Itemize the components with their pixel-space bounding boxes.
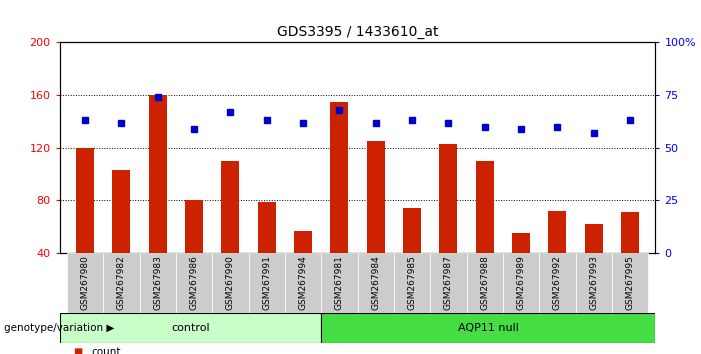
Bar [358, 253, 394, 313]
Bar [394, 253, 430, 313]
Text: GSM267980: GSM267980 [81, 255, 90, 310]
Bar [612, 253, 648, 313]
Text: GSM267994: GSM267994 [299, 255, 308, 310]
Text: GSM267988: GSM267988 [480, 255, 489, 310]
Bar [212, 253, 249, 313]
Bar [139, 253, 176, 313]
Bar [149, 95, 167, 253]
Bar [621, 212, 639, 253]
Bar [321, 313, 655, 343]
Bar [539, 253, 576, 313]
Text: GSM267993: GSM267993 [589, 255, 598, 310]
Bar [466, 253, 503, 313]
Text: GSM267982: GSM267982 [117, 255, 126, 310]
Text: count: count [91, 347, 121, 354]
Bar [112, 170, 130, 253]
Bar [403, 209, 421, 253]
Text: GSM267984: GSM267984 [371, 255, 380, 310]
Bar [222, 161, 240, 253]
Bar [330, 102, 348, 253]
Bar [576, 253, 612, 313]
Text: ■: ■ [74, 347, 83, 354]
Text: GSM267991: GSM267991 [262, 255, 271, 310]
Bar [367, 141, 385, 253]
Bar [103, 253, 139, 313]
Text: GSM267987: GSM267987 [444, 255, 453, 310]
Bar [475, 161, 494, 253]
Text: GSM267992: GSM267992 [553, 255, 562, 310]
Bar [548, 211, 566, 253]
Bar [512, 233, 530, 253]
Text: GSM267983: GSM267983 [154, 255, 162, 310]
Bar [60, 313, 321, 343]
Bar [185, 200, 203, 253]
Text: genotype/variation ▶: genotype/variation ▶ [4, 323, 114, 333]
Bar [430, 253, 466, 313]
Bar [294, 231, 312, 253]
Bar [440, 144, 458, 253]
Text: control: control [171, 323, 210, 333]
Title: GDS3395 / 1433610_at: GDS3395 / 1433610_at [277, 25, 438, 39]
Bar [321, 253, 358, 313]
Bar [67, 253, 103, 313]
Text: GSM267986: GSM267986 [189, 255, 198, 310]
Bar [285, 253, 321, 313]
Bar [176, 253, 212, 313]
Text: GSM267985: GSM267985 [407, 255, 416, 310]
Text: GSM267995: GSM267995 [625, 255, 634, 310]
Text: AQP11 null: AQP11 null [458, 323, 519, 333]
Bar [503, 253, 539, 313]
Text: GSM267990: GSM267990 [226, 255, 235, 310]
Bar [257, 202, 275, 253]
Bar [249, 253, 285, 313]
Bar [76, 148, 94, 253]
Text: GSM267981: GSM267981 [335, 255, 344, 310]
Bar [585, 224, 603, 253]
Text: GSM267989: GSM267989 [517, 255, 526, 310]
